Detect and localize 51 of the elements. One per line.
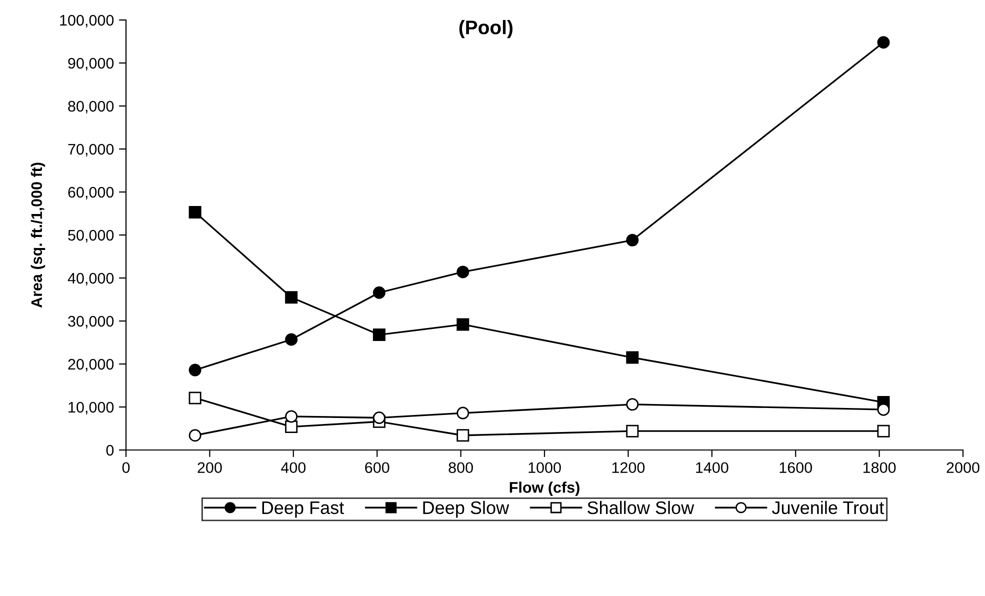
legend-label: Shallow Slow: [588, 500, 694, 514]
x-tick-label: 0: [122, 462, 130, 474]
point: [456, 318, 470, 331]
point: [285, 420, 298, 434]
x-tick-label: 600: [365, 462, 390, 474]
point: [456, 429, 470, 442]
x-tick-label: 1200: [612, 462, 645, 474]
point: [626, 351, 639, 364]
y-tick-label: 20,000: [68, 358, 114, 372]
y-tick-label: 0: [106, 444, 114, 456]
point: [372, 286, 386, 299]
y-tick-label: 50,000: [68, 230, 114, 242]
x-tick-label: 1800: [863, 462, 896, 474]
point: [456, 406, 470, 420]
legend-label: Juvenile Trout: [772, 500, 884, 514]
y-tick-label: 80,000: [68, 100, 114, 114]
y-tick-label: 30,000: [68, 316, 114, 328]
point: [877, 36, 890, 49]
point: [372, 412, 386, 424]
point: [626, 424, 639, 438]
x-tick-label: 2000: [946, 462, 980, 474]
y-tick-label: 40,000: [68, 272, 114, 286]
point: [188, 429, 202, 442]
point: [877, 403, 890, 416]
y-tick-label: 60,000: [68, 186, 114, 200]
chart-title: (Pool): [459, 20, 512, 38]
point: [626, 234, 639, 246]
point: [188, 364, 202, 376]
y-tick-label: 100,000: [60, 14, 114, 28]
x-tick-label: 400: [281, 462, 306, 474]
point: [285, 291, 298, 304]
x-axis-title: Flow (cfs): [510, 482, 580, 496]
y-axis-title: Area (sq. ft./1,000 ft): [30, 162, 46, 308]
point: [285, 333, 298, 346]
x-tick-label: 1000: [528, 462, 561, 474]
point: [285, 410, 298, 423]
point: [626, 398, 639, 411]
x-tick-label: 1400: [696, 462, 728, 474]
y-tick-label: 90,000: [68, 58, 114, 70]
x-tick-label: 200: [198, 462, 222, 474]
point: [372, 328, 386, 342]
legend-label: Deep Fast: [262, 502, 344, 518]
point: [456, 266, 470, 278]
y-tick-label: 10,000: [68, 402, 114, 414]
x-tick-label: 800: [448, 462, 473, 474]
point: [877, 424, 890, 438]
point: [188, 206, 202, 218]
point: [188, 392, 202, 404]
legend-label: Deep Slow: [423, 500, 510, 518]
y-tick-label: 70,000: [68, 144, 114, 156]
x-tick-label: 1600: [780, 462, 812, 474]
